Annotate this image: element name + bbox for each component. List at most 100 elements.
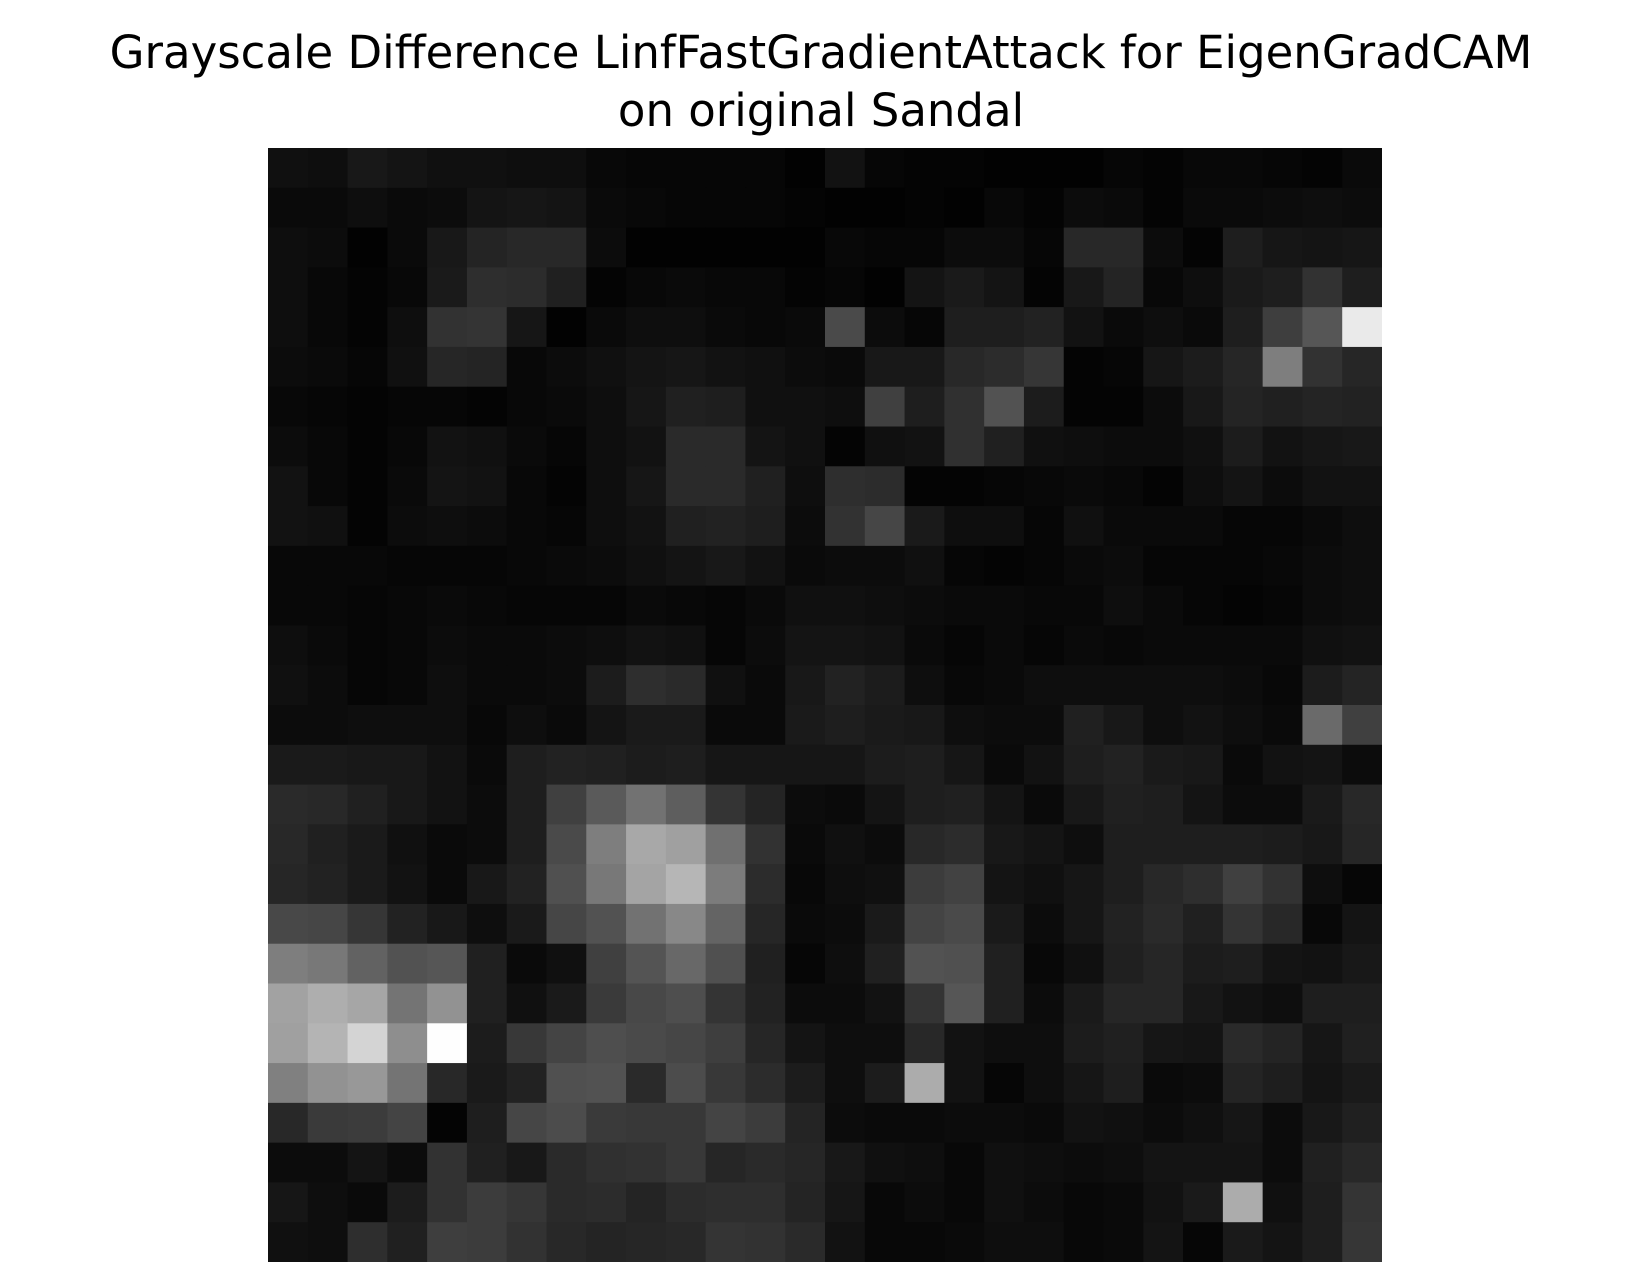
heatmap-cell [1222,307,1264,348]
heatmap-cell [427,824,468,865]
heatmap-cell [347,864,388,905]
heatmap-cell [1183,466,1224,507]
heatmap-cell [1103,187,1144,229]
heatmap-cell [944,903,985,945]
heatmap-cell [785,187,826,229]
heatmap-cell [387,1142,428,1184]
heatmap-cell [665,625,707,666]
heatmap-cell [705,1222,747,1262]
heatmap-cell [825,346,866,388]
heatmap-cell [705,903,747,945]
heatmap-cell [347,307,388,348]
heatmap-cell [1183,705,1224,746]
heatmap-cell [268,983,309,1024]
heatmap-cell [387,1102,428,1144]
heatmap-cell [984,1142,1025,1184]
heatmap-cell [864,784,906,825]
heatmap-cell [665,983,707,1024]
heatmap-cell [626,864,667,905]
heatmap-cell [944,1102,985,1144]
heatmap-cell [466,585,508,627]
heatmap-cell [1183,1142,1224,1184]
heatmap-cell [1063,1102,1105,1144]
heatmap-cell [785,943,826,985]
heatmap-cell [745,267,786,308]
heatmap-cell [1103,227,1144,268]
heatmap-cell [387,983,428,1024]
heatmap-cell [1342,1023,1382,1064]
heatmap-cell [785,227,826,268]
heatmap-cell [546,307,587,348]
heatmap-cell [1063,1063,1105,1104]
heatmap-cell [626,943,667,985]
heatmap-cell [268,386,309,428]
heatmap-cell [1262,943,1304,985]
heatmap-cell [427,744,468,786]
heatmap-cell [1342,824,1382,865]
heatmap-cell [745,824,786,865]
heatmap-cell [307,784,349,825]
heatmap-cell [347,585,388,627]
heatmap-cell [1023,1182,1065,1223]
heatmap-cell [705,784,747,825]
heatmap-cell [1262,1222,1304,1262]
heatmap-cell [506,187,548,229]
heatmap-cell [1183,346,1224,388]
heatmap-cell [268,426,309,467]
heatmap-cell [705,1102,747,1144]
heatmap-cell [1103,1182,1144,1223]
heatmap-cell [944,346,985,388]
heatmap-cell [864,386,906,428]
heatmap-cell [1262,983,1304,1024]
heatmap-cell [665,744,707,786]
heatmap-cell [1063,545,1105,587]
heatmap-cell [307,386,349,428]
heatmap-cell [586,307,627,348]
heatmap-cell [825,1222,866,1262]
heatmap-cell [546,943,587,985]
heatmap-cell [1302,307,1343,348]
heatmap-cell [347,506,388,547]
heatmap-cell [785,705,826,746]
heatmap-cell [1342,983,1382,1024]
heatmap-cell [1103,267,1144,308]
heatmap-cell [1302,943,1343,985]
heatmap-cell [785,1142,826,1184]
heatmap-cell [785,1182,826,1223]
heatmap-cell [904,625,945,666]
heatmap-cell [466,705,508,746]
heatmap-cell [864,267,906,308]
heatmap-cell [1143,744,1184,786]
heatmap-cell [586,346,627,388]
heatmap-cell [825,585,866,627]
heatmap-cell [268,625,309,666]
heatmap-cell [705,864,747,905]
heatmap-cell [1302,1222,1343,1262]
heatmap-cell [785,665,826,706]
heatmap-cell [466,1102,508,1144]
heatmap-cell [665,426,707,467]
heatmap-cell [1183,625,1224,666]
heatmap-cell [904,665,945,706]
heatmap-cell [825,267,866,308]
heatmap-cell [1262,665,1304,706]
heatmap-cell [347,983,388,1024]
heatmap-cell [984,1023,1025,1064]
heatmap-cell [387,665,428,706]
heatmap-cell [785,386,826,428]
heatmap-cell [466,903,508,945]
heatmap-cell [546,903,587,945]
heatmap-cell [1103,1023,1144,1064]
heatmap-cell [427,983,468,1024]
heatmap-cell [944,466,985,507]
heatmap-cell [347,625,388,666]
heatmap-cell [1183,585,1224,627]
heatmap-cell [1023,227,1065,268]
heatmap-cell [864,545,906,587]
heatmap-cell [307,665,349,706]
heatmap-cell [546,1222,587,1262]
heatmap-cell [586,665,627,706]
heatmap-cell [546,386,587,428]
heatmap-cell [347,1182,388,1223]
heatmap-cell [705,824,747,865]
